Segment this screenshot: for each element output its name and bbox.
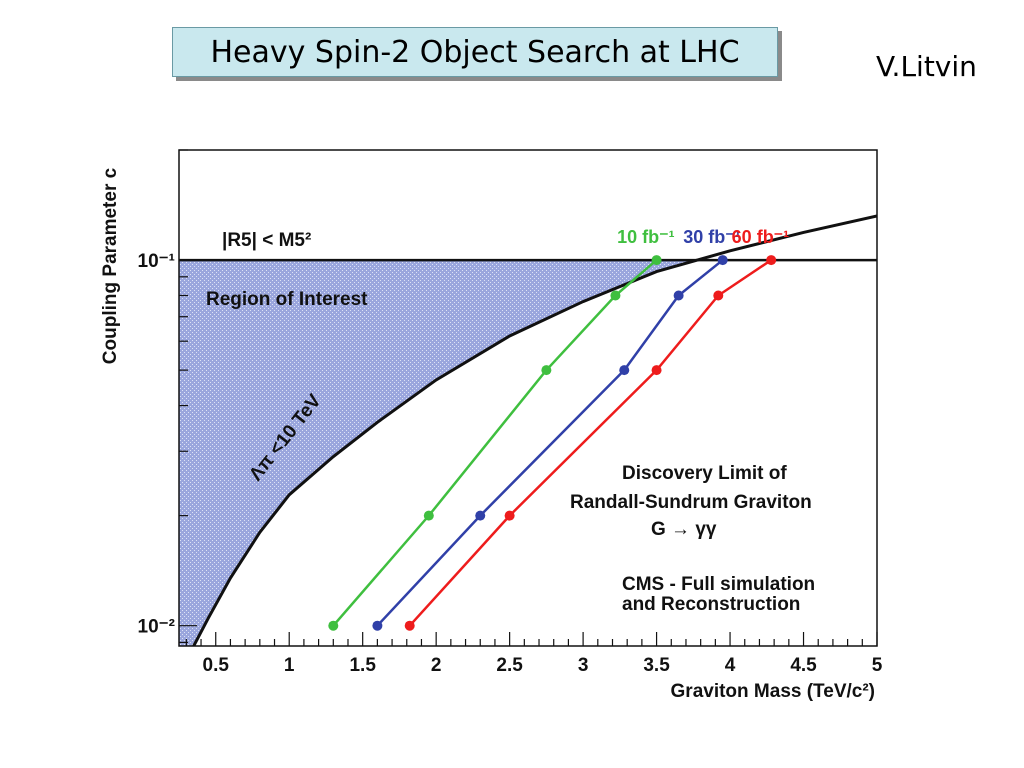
series-point-0	[610, 290, 621, 301]
series-point-1	[475, 510, 486, 521]
series-point-1	[619, 365, 630, 376]
x-tick-label: 1	[284, 655, 295, 676]
series-group: 10 fb⁻¹ 30 fb⁻¹60 fb⁻¹	[328, 227, 789, 631]
series-point-0	[423, 510, 434, 521]
series-point-2	[404, 620, 415, 631]
series-point-2	[504, 510, 515, 521]
x-tick-label: 3.5	[643, 655, 670, 676]
series-label-0: 10 fb⁻¹	[617, 227, 675, 247]
series-point-0	[651, 255, 662, 266]
cms-note-line1: CMS - Full simulation	[622, 574, 815, 595]
discovery-limit-line3: G → γγ	[651, 519, 717, 540]
x-tick-label: 5	[872, 655, 883, 676]
y-axis-title: Coupling Parameter c	[100, 167, 121, 364]
x-tick-label: 2.5	[496, 655, 523, 676]
plot-frame	[178, 149, 878, 647]
x-tick-label: 2	[431, 655, 442, 676]
x-tick-label: 3	[578, 655, 589, 676]
y-tick-labels: 10⁻² 10⁻¹	[138, 251, 176, 638]
series-label-1: 30 fb⁻¹	[683, 227, 741, 247]
x-axis-ticks	[185, 632, 878, 646]
series-point-0	[328, 620, 339, 631]
series-point-2	[651, 365, 662, 376]
series-point-2	[766, 255, 777, 266]
region-of-interest-label: Region of Interest	[206, 289, 368, 310]
region-of-interest-fill	[179, 260, 698, 646]
series-point-1	[717, 255, 728, 266]
series-point-1	[372, 620, 383, 631]
cms-note-line2: and Reconstruction	[622, 594, 800, 615]
x-tick-label: 4.5	[790, 655, 817, 676]
x-tick-label: 4	[725, 655, 736, 676]
x-axis-title: Graviton Mass (TeV/c²)	[671, 681, 875, 702]
series-label-2: 60 fb⁻¹	[732, 227, 790, 247]
x-tick-labels: 0.5 1 1.5 2 2.5 3 3.5 4 4.5 5	[203, 655, 883, 676]
discovery-limit-line2: Randall-Sundrum Graviton	[570, 492, 812, 513]
y-tick-label: 10⁻²	[138, 617, 176, 638]
r5-limit-label: |R5| < M5²	[222, 230, 311, 251]
x-tick-label: 1.5	[349, 655, 376, 676]
x-tick-label: 0.5	[203, 655, 230, 676]
author-name: V.Litvin	[876, 50, 977, 83]
series-point-2	[713, 290, 724, 301]
discovery-limit-line1: Discovery Limit of	[622, 463, 787, 484]
series-point-1	[673, 290, 684, 301]
lambda-boundary-curve	[192, 214, 877, 646]
y-tick-label: 10⁻¹	[138, 251, 176, 272]
series-point-0	[541, 365, 552, 376]
slide-title: Heavy Spin-2 Object Search at LHC	[172, 27, 778, 77]
